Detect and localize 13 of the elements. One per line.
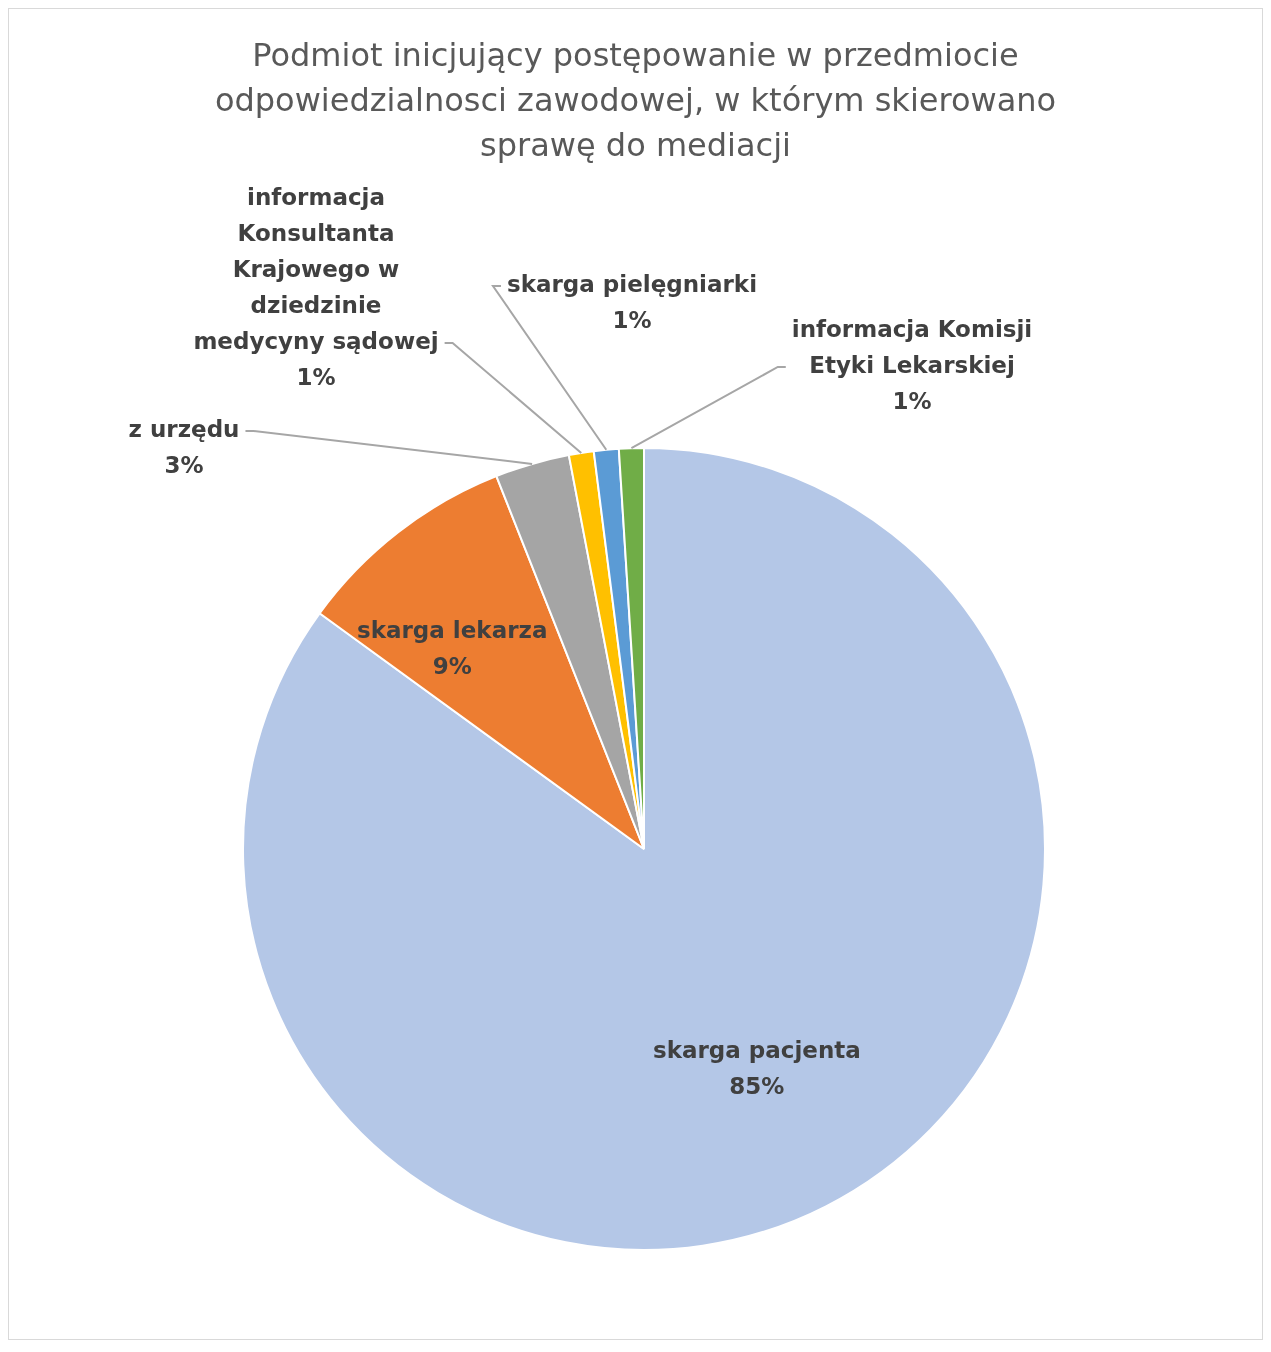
slice-label: skarga pacjenta bbox=[652, 1037, 861, 1064]
data-label: 85% bbox=[729, 1073, 785, 1100]
data-label: 9% bbox=[432, 653, 472, 680]
slice-label: informacja Komisji Etyki Lekarskiej bbox=[791, 315, 1033, 378]
chart-title: Podmiot inicjujący postępowanie w przedmiocie odpowiedzialnosci zawodowej, w którym skierowano sprawę do mediacji bbox=[213, 35, 1058, 166]
data-label: 1% bbox=[296, 363, 336, 390]
data-label: 1% bbox=[612, 306, 652, 333]
slice-label: z urzędu bbox=[128, 415, 240, 442]
slice-label: skarga pielęgniarki bbox=[506, 270, 758, 297]
slice-label: skarga lekarza bbox=[357, 617, 548, 644]
data-label: 1% bbox=[892, 387, 932, 414]
slice-label: informacja Konsultanta Krajowego w dziedzinie medycyny sądowej bbox=[193, 183, 439, 354]
data-label: 3% bbox=[164, 451, 204, 478]
